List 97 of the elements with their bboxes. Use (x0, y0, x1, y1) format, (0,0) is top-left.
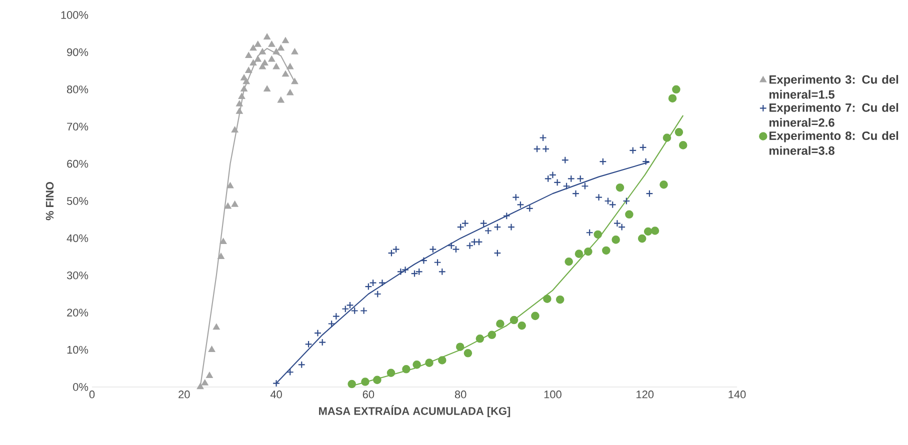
point (261, 60, 268, 66)
point (638, 234, 646, 243)
point (226, 182, 234, 188)
point (476, 334, 484, 343)
point (243, 78, 250, 84)
point (456, 342, 464, 351)
point (272, 63, 280, 70)
point (660, 180, 668, 189)
point (282, 70, 289, 77)
y-tick-label: 20% (67, 308, 88, 316)
point (602, 246, 610, 255)
point (564, 257, 573, 266)
point (612, 236, 620, 244)
point (250, 60, 257, 66)
point (272, 48, 280, 54)
point (245, 52, 252, 58)
point (202, 380, 208, 386)
point (574, 250, 584, 258)
point (232, 126, 238, 132)
point (668, 94, 677, 102)
point (250, 44, 257, 51)
point (208, 346, 216, 352)
point (286, 89, 294, 96)
point (496, 320, 504, 328)
legend-label: Experimento 7: Cu del mineral=2.6 (769, 103, 898, 127)
point (218, 253, 224, 259)
x-tick-label: 140 (728, 390, 746, 398)
point (291, 48, 298, 54)
y-tick-label: 80% (67, 86, 88, 94)
point (402, 365, 410, 374)
point (678, 141, 688, 150)
point (236, 108, 243, 114)
y-tick-label: 60% (67, 160, 88, 168)
point (644, 227, 652, 236)
point (282, 37, 289, 44)
y-tick-label: 0% (73, 383, 88, 391)
x-tick-label: 120 (636, 390, 654, 398)
point (268, 41, 275, 47)
point (286, 63, 294, 70)
point (224, 202, 232, 209)
point (245, 67, 252, 73)
point (531, 312, 540, 320)
point (594, 230, 602, 239)
point (412, 360, 421, 369)
point (650, 226, 660, 235)
point (625, 210, 634, 219)
x-tick-label: 20 (178, 390, 190, 398)
point (213, 324, 220, 330)
point (238, 93, 246, 99)
point (510, 316, 518, 324)
point (464, 349, 472, 358)
point (361, 378, 370, 386)
point (232, 200, 238, 207)
point (278, 44, 284, 51)
point (672, 85, 680, 94)
point (662, 134, 672, 142)
legend-label: Experimento 8: Cu del mineral=3.8 (769, 131, 898, 155)
point (220, 238, 227, 244)
point (291, 78, 298, 84)
point (518, 321, 526, 330)
point (616, 183, 624, 192)
point (254, 41, 262, 47)
x-axis-title: MASA EXTRAÍDA ACUMULADA [KG] (319, 405, 510, 418)
y-tick-label: 40% (66, 234, 88, 242)
point (488, 330, 496, 340)
x-tick-label: 60 (362, 390, 374, 398)
point (278, 96, 284, 103)
point (264, 86, 270, 92)
point (259, 48, 266, 54)
point (386, 368, 396, 377)
point (438, 356, 446, 364)
x-tick-label: 0 (89, 390, 95, 398)
point (543, 294, 552, 303)
point (674, 128, 684, 136)
y-tick-label: 10% (67, 346, 88, 354)
point (264, 34, 270, 40)
x-tick-label: 100 (544, 390, 562, 398)
point (240, 86, 248, 92)
x-tick-label: 80 (454, 390, 466, 398)
point (206, 372, 213, 378)
y-tick-label: 30% (66, 272, 88, 280)
point (268, 56, 275, 62)
point (196, 383, 204, 390)
point (584, 247, 592, 256)
point (425, 358, 434, 367)
point (348, 380, 356, 388)
legend-label: Experimento 3: Cu del mineral=1.5 (769, 74, 898, 99)
y-tick-label: 70% (67, 122, 88, 130)
point (254, 56, 262, 62)
y-axis-title: % FINO (46, 182, 54, 220)
y-tick-label: 90% (67, 48, 88, 56)
y-tick-label: 100% (61, 11, 88, 19)
point (373, 376, 382, 384)
y-tick-label: 50% (66, 197, 88, 205)
point (236, 100, 243, 106)
point (556, 295, 564, 304)
x-tick-label: 40 (270, 390, 282, 398)
